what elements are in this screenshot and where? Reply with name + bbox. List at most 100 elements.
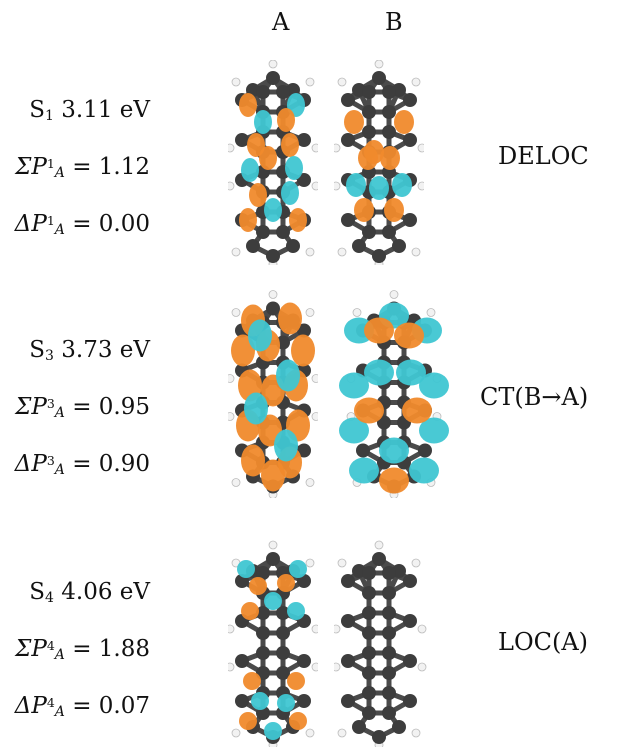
- carbon-atom: [341, 133, 355, 147]
- negative-lobe: [274, 429, 298, 462]
- carbon-atom: [256, 566, 270, 580]
- positive-lobe: [241, 602, 259, 620]
- positive-lobe: [289, 208, 307, 232]
- positive-lobe: [364, 140, 384, 164]
- hydrogen-atom: [411, 247, 421, 257]
- positive-lobe: [394, 110, 414, 134]
- negative-lobe: [281, 181, 299, 205]
- carbon-atom: [256, 85, 270, 99]
- carbon-atom: [235, 654, 249, 668]
- hydrogen-atom: [334, 662, 341, 672]
- sum-subscript: A: [54, 165, 65, 181]
- negative-lobe: [392, 173, 412, 197]
- carbon-atom: [341, 213, 355, 227]
- carbon-atom: [362, 606, 376, 620]
- hydrogen-atom: [231, 728, 241, 738]
- delta-symbol: ΔP: [14, 451, 47, 477]
- carbon-atom: [403, 93, 417, 107]
- state-row-s4: S4 4.06 eV ΣP4A = 1.88 ΔP4A = 0.07 LOC(A…: [0, 540, 617, 747]
- orbital-lobes-front: [339, 302, 449, 494]
- hydrogen-atom: [228, 412, 235, 421]
- carbon-atom: [362, 686, 376, 700]
- hydrogen-atom: [305, 728, 315, 738]
- carbon-atom: [297, 173, 311, 187]
- molecule-skeleton: [334, 60, 424, 265]
- hydrogen-atom: [228, 662, 235, 672]
- sum-superscript: 4: [46, 638, 55, 653]
- carbon-atom: [362, 706, 376, 720]
- negative-lobe: [264, 722, 282, 740]
- column-label-a: A: [272, 8, 290, 36]
- positive-lobe: [261, 459, 285, 492]
- negative-lobe: [349, 457, 379, 484]
- carbon-atom: [392, 239, 406, 253]
- state-energy: 3.11 eV: [61, 97, 150, 123]
- carbon-atom: [362, 626, 376, 640]
- positive-lobe: [354, 397, 384, 424]
- hydrogen-atom: [228, 374, 235, 383]
- carbon-atom: [297, 443, 311, 458]
- negative-lobe: [364, 359, 394, 386]
- carbon-atom: [341, 654, 355, 668]
- positive-lobe: [278, 302, 302, 335]
- sum-population-line: ΣP3A = 0.95: [15, 380, 150, 437]
- hydrogen-atom: [311, 181, 318, 191]
- sum-population-line: ΣP4A = 1.88: [15, 622, 150, 679]
- carbon-atom: [256, 606, 270, 620]
- sum-superscript: 3: [46, 396, 55, 411]
- hydrogen-atom: [305, 478, 315, 487]
- positive-lobe: [289, 712, 307, 730]
- negative-lobe: [346, 173, 366, 197]
- sum-value: = 0.95: [72, 394, 150, 420]
- hydrogen-atom: [352, 308, 362, 317]
- carbon-atom: [362, 225, 376, 239]
- carbon-atom: [256, 626, 270, 640]
- molecule-b-orbital-image: [339, 290, 449, 498]
- negative-lobe: [409, 457, 439, 484]
- carbon-atom: [403, 133, 417, 147]
- negative-lobe: [339, 417, 369, 444]
- hydrogen-atom: [417, 662, 427, 672]
- sum-value: = 1.12: [72, 154, 150, 180]
- negative-lobe: [237, 560, 255, 578]
- state-symbol: S: [29, 337, 46, 363]
- carbon-atom: [403, 654, 417, 668]
- positive-lobe: [379, 467, 409, 494]
- delta-subscript: A: [54, 704, 65, 720]
- positive-lobe: [239, 93, 257, 117]
- carbon-atom: [286, 239, 300, 253]
- molecule-a-orbital-image: [228, 540, 318, 747]
- character-label: DELOC: [498, 142, 589, 170]
- hydrogen-atom: [305, 247, 315, 257]
- state-info: S3 3.73 eV ΣP3A = 0.95 ΔP3A = 0.90: [15, 326, 150, 494]
- carbon-atom: [356, 443, 370, 458]
- state-row-s1: S1 3.11 eV ΣP1A = 1.12 ΔP1A = 0.00 DELOC: [0, 60, 617, 265]
- carbon-atom: [382, 85, 396, 99]
- hydrogen-atom: [231, 247, 241, 257]
- carbon-atom: [382, 586, 396, 600]
- delta-superscript: 1: [46, 213, 55, 228]
- positive-lobe: [364, 317, 394, 344]
- hydrogen-atom: [311, 662, 318, 672]
- carbon-atom: [372, 730, 386, 744]
- hydrogen-atom: [231, 77, 241, 87]
- carbon-atom: [266, 552, 280, 566]
- carbon-atom: [246, 239, 260, 253]
- hydrogen-atom: [305, 77, 315, 87]
- negative-lobe: [277, 694, 295, 712]
- carbon-atom: [297, 694, 311, 708]
- hydrogen-atom: [228, 624, 235, 634]
- delta-subscript: A: [54, 222, 65, 238]
- sum-population-line: ΣP1A = 1.12: [15, 140, 150, 197]
- hydrogen-atom: [334, 143, 341, 153]
- state-energy: 3.73 eV: [61, 337, 150, 363]
- carbon-atom: [276, 646, 290, 660]
- delta-population-line: ΔP4A = 0.07: [15, 679, 150, 736]
- carbon-atom: [266, 301, 280, 316]
- delta-value: = 0.00: [72, 211, 150, 237]
- carbon-atom: [266, 249, 280, 263]
- carbon-atom: [352, 239, 366, 253]
- carbon-atom: [372, 71, 386, 85]
- carbon-atom: [382, 225, 396, 239]
- positive-lobe: [249, 183, 267, 207]
